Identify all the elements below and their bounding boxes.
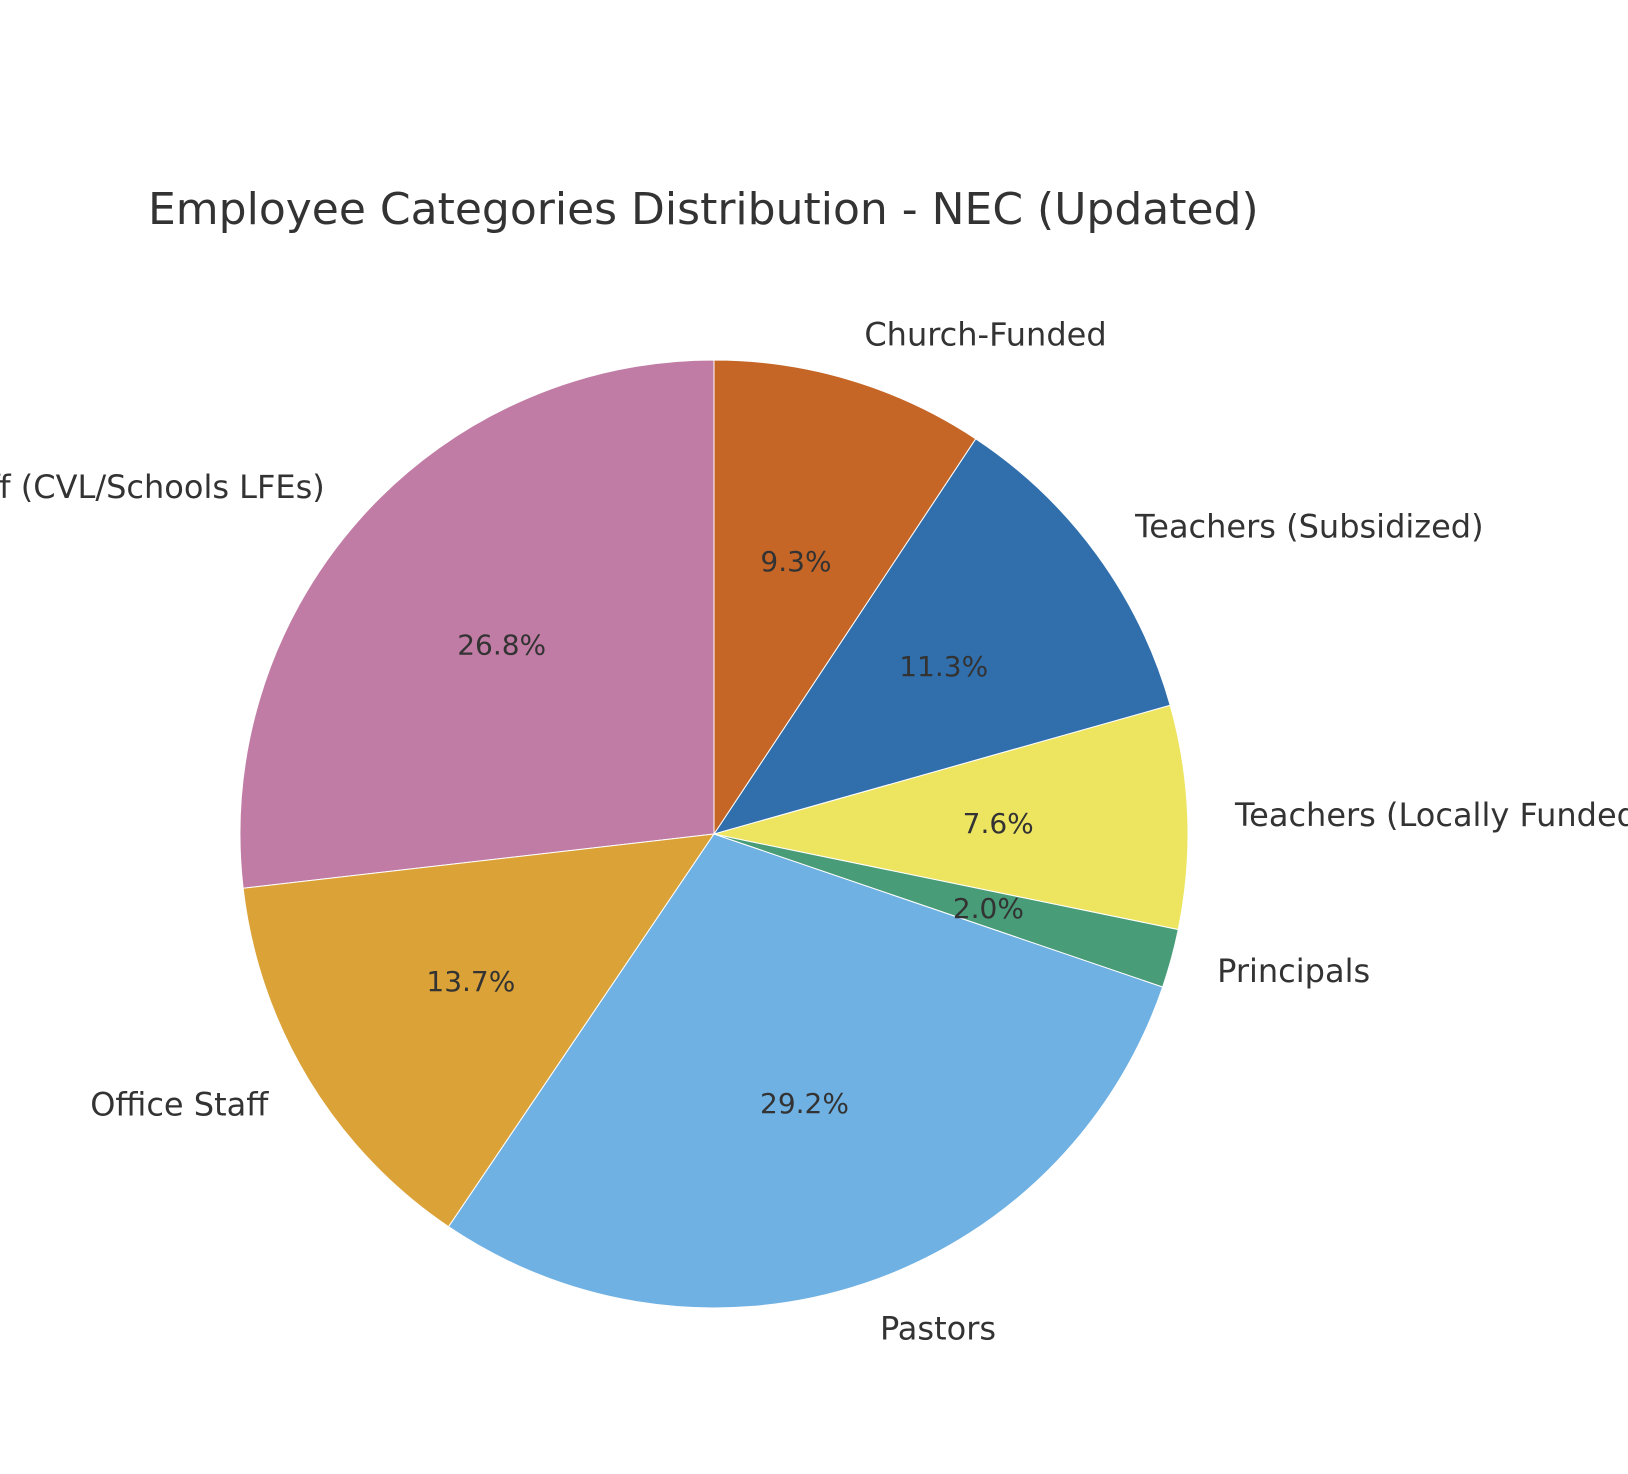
pie-category-label: Pastors bbox=[880, 1309, 996, 1347]
pie-category-label: Teachers (Subsidized) bbox=[1134, 508, 1483, 546]
pie-slice-teachers-subsidized bbox=[712, 438, 1171, 835]
pie-slices bbox=[239, 359, 1189, 1309]
pie-category-label: Support Staff (CVL/Schools LFEs) bbox=[0, 468, 325, 506]
pie-slice-teachers-locally-funded bbox=[713, 704, 1189, 931]
pie-pct-label: 7.6% bbox=[963, 807, 1034, 840]
pie-pct-label: 26.8% bbox=[457, 628, 546, 661]
pie-pct-label: 9.3% bbox=[760, 545, 831, 578]
chart-title: Employee Categories Distribution - NEC (… bbox=[148, 184, 1259, 235]
pie-slice-church-funded bbox=[713, 359, 977, 836]
pie-category-label: Church-Funded bbox=[864, 316, 1106, 354]
pie-pct-label: 29.2% bbox=[760, 1087, 849, 1120]
pie-category-label: Principals bbox=[1217, 952, 1370, 990]
pie-slice-support-staff-cvl-schools-lfes bbox=[239, 359, 715, 889]
pie-pct-label: 11.3% bbox=[899, 650, 988, 683]
pie-pct-label: 13.7% bbox=[426, 965, 515, 998]
pie-pct-label: 2.0% bbox=[953, 892, 1024, 925]
pie-category-label: Teachers (Locally Funded) bbox=[1234, 796, 1628, 834]
pie-slice-pastors bbox=[447, 833, 1164, 1309]
pie-slice-office-staff bbox=[242, 833, 716, 1228]
pie-category-label: Office Staff bbox=[90, 1086, 269, 1124]
pie-labels: 26.8% Support Staff (CVL/Schools LFEs) 13.… bbox=[0, 316, 1628, 1348]
